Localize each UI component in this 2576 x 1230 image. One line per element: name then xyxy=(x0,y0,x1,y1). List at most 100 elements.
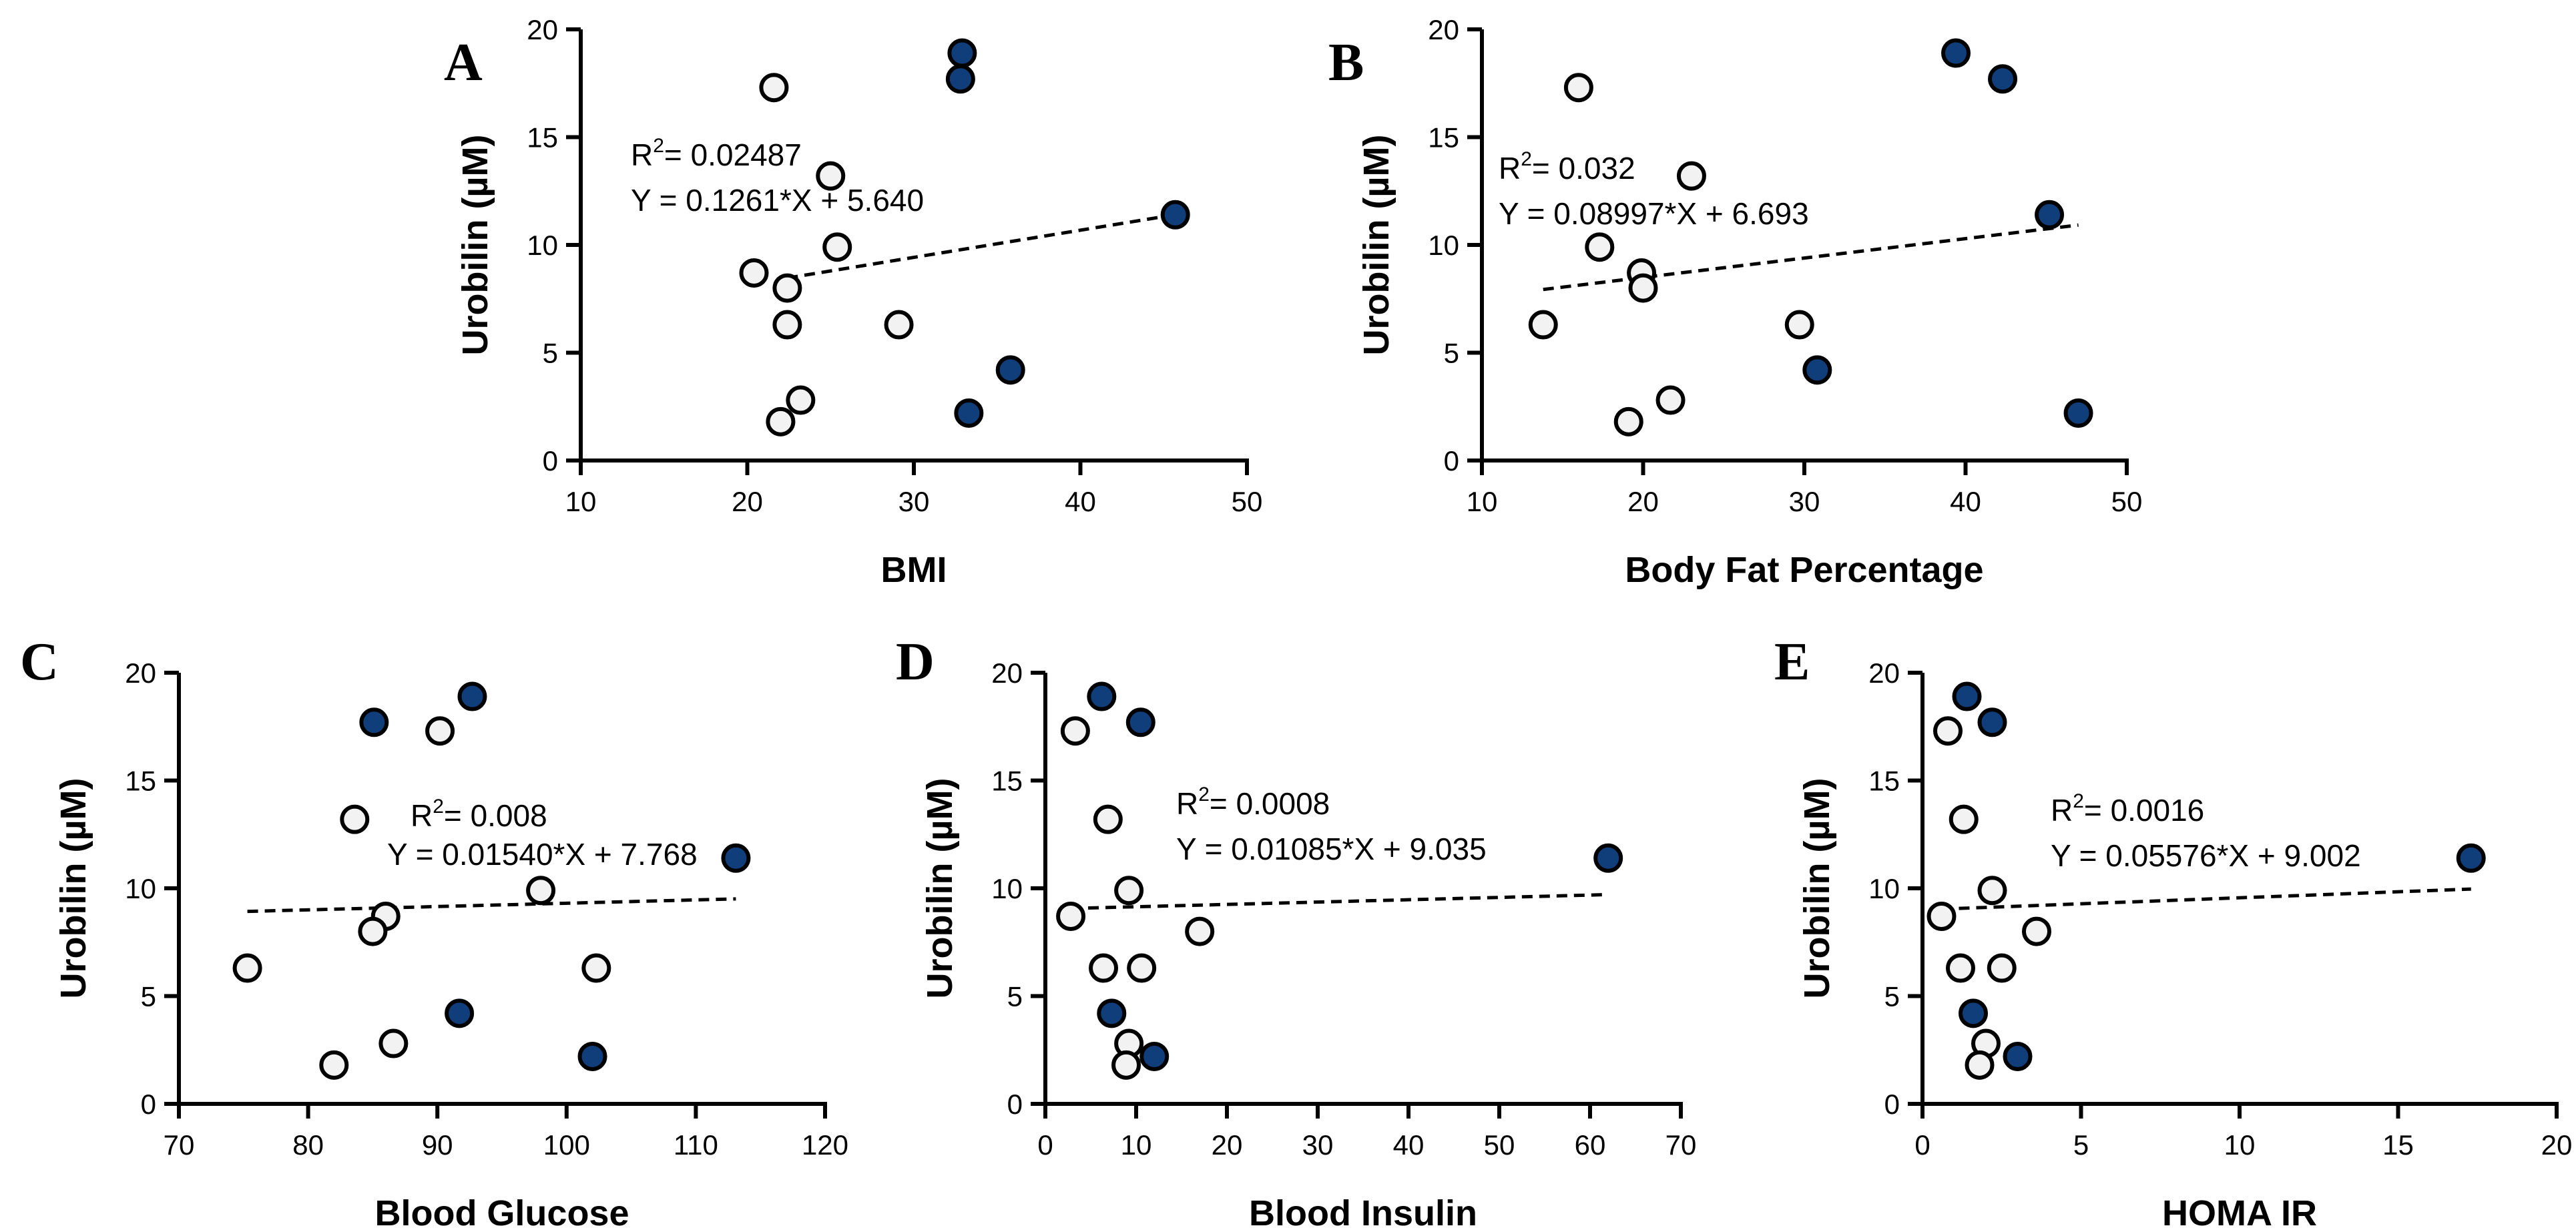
r-squared-label: R2= 0.0008 xyxy=(1176,784,1330,821)
panel-letter: B xyxy=(1328,33,1364,92)
data-point-filled xyxy=(577,1041,607,1071)
panel-b: B 0 5 10 15 20 10 20 30 40 50 Body Fat Percentage Ur… xyxy=(1328,14,2142,590)
regression-line xyxy=(786,213,1176,280)
data-point-open xyxy=(1056,901,1086,931)
regression-line xyxy=(1941,887,2471,911)
data-point-open xyxy=(1965,1050,1995,1080)
data-point-open xyxy=(581,953,611,983)
y-tick-label: 15 xyxy=(1868,765,1900,797)
data-point-open xyxy=(1933,716,1963,746)
data-point-open xyxy=(1784,310,1814,340)
data-point-filled xyxy=(1139,1041,1170,1071)
y-axis-title: Urobilin (µM) xyxy=(1356,134,1396,355)
x-tick-label: 70 xyxy=(1665,1129,1697,1161)
x-tick-label: 50 xyxy=(1232,486,1263,517)
x-tick-label: 15 xyxy=(2382,1129,2414,1161)
x-tick-label: 10 xyxy=(1467,486,1498,517)
y-tick-label: 10 xyxy=(1868,873,1900,904)
x-tick-label: 40 xyxy=(1065,486,1096,517)
r-squared-superscript: 2 xyxy=(1198,784,1210,806)
x-tick-label: 20 xyxy=(1627,486,1659,517)
y-tick-label: 0 xyxy=(543,445,558,477)
data-point-open xyxy=(1655,385,1686,415)
regression-equation: Y = 0.1261*X + 5.640 xyxy=(631,183,924,218)
y-tick-label: 5 xyxy=(1007,981,1023,1012)
data-point-open xyxy=(1563,73,1593,103)
data-point-filled xyxy=(359,707,389,737)
y-tick-label: 0 xyxy=(141,1089,156,1120)
data-point-filled xyxy=(1977,707,2007,737)
y-tick-label: 10 xyxy=(991,873,1023,904)
data-point-open xyxy=(772,273,802,303)
y-tick-label: 0 xyxy=(1444,445,1459,477)
r-squared-superscript: 2 xyxy=(2073,790,2084,812)
data-point-open xyxy=(1093,804,1123,834)
data-point-open xyxy=(340,804,370,834)
data-point-open xyxy=(759,73,789,103)
x-tick-label: 100 xyxy=(543,1129,590,1161)
panel-a: A 0 5 10 15 20 10 20 30 40 50 BMI Urobilin (µM) R2= 0… xyxy=(444,14,1262,590)
panel-letter: C xyxy=(20,633,59,691)
r-squared-label: R2= 0.0016 xyxy=(2051,790,2204,828)
x-axis-title: Body Fat Percentage xyxy=(1625,550,1983,590)
panel-letter: D xyxy=(896,633,935,691)
x-tick-label: 70 xyxy=(164,1129,195,1161)
y-tick-label: 20 xyxy=(125,657,156,689)
r-squared-symbol: R xyxy=(2051,793,2073,828)
data-point-filled xyxy=(947,38,977,68)
data-point-filled xyxy=(445,998,475,1028)
r-squared-value: = 0.02487 xyxy=(664,137,802,172)
y-tick-label: 20 xyxy=(1868,657,1900,689)
regression-equation: Y = 0.05576*X + 9.002 xyxy=(2051,838,2361,873)
data-point-open xyxy=(1987,953,2017,983)
data-point-filled xyxy=(1160,200,1190,230)
data-point-open xyxy=(378,1028,409,1058)
data-point-filled xyxy=(1593,843,1623,873)
panel-e: E 0 5 10 15 20 0 5 10 15 20 HOMA IR Urobilin (µM) R2=… xyxy=(1774,633,2572,1230)
data-point-open xyxy=(1528,310,1558,340)
panel-d: D 0 5 10 15 20 0 10 20 30 40 50 60 70 Blood Insulin Uro… xyxy=(896,633,1696,1230)
x-tick-label: 5 xyxy=(2073,1129,2089,1161)
r-squared-label: R2= 0.008 xyxy=(411,796,547,833)
x-tick-label: 30 xyxy=(1302,1129,1334,1161)
data-point-open xyxy=(772,310,802,340)
regression-line xyxy=(1071,892,1609,910)
x-axis-title: Blood Insulin xyxy=(1249,1193,1477,1230)
data-point-open xyxy=(1127,953,1157,983)
r-squared-value: = 0.032 xyxy=(1532,151,1635,186)
panel-c: C 0 5 10 15 20 70 80 90 100 110 120 Blood Glucose Uro… xyxy=(20,633,848,1230)
x-tick-label: 50 xyxy=(1484,1129,1515,1161)
r-squared-label: R2= 0.032 xyxy=(1499,148,1635,186)
data-point-filled xyxy=(945,64,975,94)
data-point-filled xyxy=(1097,998,1127,1028)
r-squared-symbol: R xyxy=(411,798,433,833)
data-point-open xyxy=(884,310,914,340)
y-tick-label: 20 xyxy=(1428,14,1459,45)
x-tick-label: 30 xyxy=(898,486,930,517)
data-point-open xyxy=(786,385,816,415)
panel-letter: E xyxy=(1774,633,1810,691)
data-point-filled xyxy=(1125,707,1155,737)
r-squared-label: R2= 0.02487 xyxy=(631,135,802,172)
data-point-filled xyxy=(2035,200,2065,230)
data-point-open xyxy=(1676,161,1706,191)
data-point-open xyxy=(1628,273,1658,303)
data-point-filled xyxy=(1802,355,1832,385)
x-tick-label: 10 xyxy=(1121,1129,1152,1161)
x-tick-label: 60 xyxy=(1575,1129,1606,1161)
x-tick-label: 110 xyxy=(674,1129,718,1161)
r-squared-value: = 0.0016 xyxy=(2084,793,2204,828)
x-axis-title: BMI xyxy=(881,550,947,590)
y-axis-title: Urobilin (µM) xyxy=(53,778,93,998)
data-point-filled xyxy=(1959,998,1988,1028)
x-axis-title: HOMA IR xyxy=(2162,1193,2317,1230)
data-point-open xyxy=(1114,876,1144,906)
x-tick-label: 0 xyxy=(1914,1129,1930,1161)
y-tick-label: 5 xyxy=(1884,981,1900,1012)
data-point-open xyxy=(766,406,796,436)
x-tick-label: 40 xyxy=(1393,1129,1425,1161)
x-tick-label: 30 xyxy=(1789,486,1820,517)
data-point-filled xyxy=(954,398,984,428)
